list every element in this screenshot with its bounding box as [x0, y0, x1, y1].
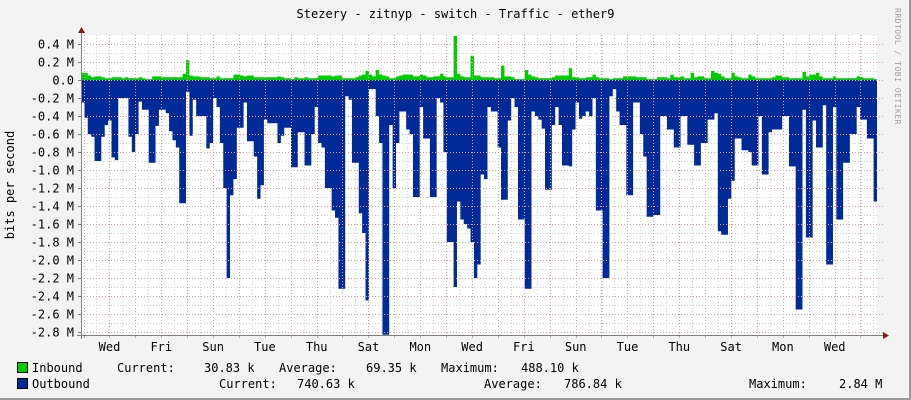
- x-tick-label: Wed: [99, 340, 121, 354]
- x-tick-label: Thu: [306, 340, 328, 354]
- legend-outbound-key: Outbound: [17, 377, 90, 391]
- x-tick-label: Thu: [668, 340, 690, 354]
- inbound-maximum-label: Maximum:: [441, 361, 499, 375]
- outbound-average-value: 786.84 k: [564, 377, 622, 391]
- legend-outbound-label: Outbound: [32, 377, 90, 391]
- y-tick-label: -0.4 M: [31, 110, 74, 124]
- outbound-maximum-label: Maximum:: [749, 377, 807, 391]
- y-tick-label: -2.4 M: [31, 290, 74, 304]
- outbound-area: [81, 80, 877, 335]
- x-tick-label: Mon: [409, 340, 431, 354]
- inbound-average-value: 69.35 k: [366, 361, 417, 375]
- chart-title: Stezery - zitnyp - switch - Traffic - et…: [296, 7, 615, 21]
- outbound-current-label: Current:: [219, 377, 277, 391]
- y-tick-label: -2.2 M: [31, 272, 74, 286]
- y-tick-label: -2.6 M: [31, 308, 74, 322]
- legend-inbound-label: Inbound: [32, 361, 83, 375]
- y-tick-label: 0.0: [52, 74, 74, 88]
- inbound-average-label: Average:: [279, 361, 337, 375]
- x-tick-label: Tue: [617, 340, 639, 354]
- x-tick-label: Sat: [720, 340, 742, 354]
- rrdtool-watermark: RRDTOOL / TOBI OETIKER: [893, 8, 902, 125]
- y-axis-arrow-icon: [78, 27, 85, 33]
- inbound-current-label: Current:: [117, 361, 175, 375]
- y-tick-label: -1.4 M: [31, 200, 74, 214]
- outbound-swatch-icon: [17, 378, 28, 389]
- y-tick-label: 0.2 M: [38, 56, 74, 70]
- y-tick-label: -0.6 M: [31, 128, 74, 142]
- x-axis-arrow-icon: [883, 332, 889, 339]
- inbound-swatch-icon: [17, 362, 28, 373]
- y-tick-label: -2.0 M: [31, 254, 74, 268]
- y-tick-label: -0.8 M: [31, 146, 74, 160]
- x-tick-label: Sun: [565, 340, 587, 354]
- outbound-average-label: Average:: [484, 377, 542, 391]
- y-tick-label: -1.6 M: [31, 218, 74, 232]
- inbound-current-value: 30.83 k: [204, 361, 255, 375]
- x-tick-label: Tue: [254, 340, 276, 354]
- legend-inbound-key: Inbound: [17, 361, 83, 375]
- x-tick-label: Sat: [358, 340, 380, 354]
- x-tick-label: Mon: [772, 340, 794, 354]
- y-tick-label: -2.8 M: [31, 326, 74, 340]
- x-tick-label: Fri: [150, 340, 172, 354]
- x-tick-label: Wed: [824, 340, 846, 354]
- inbound-maximum-value: 488.10 k: [521, 361, 579, 375]
- y-tick-label: 0.4 M: [38, 38, 74, 52]
- outbound-maximum-value: 2.84 M: [839, 377, 883, 391]
- x-tick-label: Fri: [513, 340, 535, 354]
- x-tick-label: Wed: [461, 340, 483, 354]
- y-tick-label: -1.2 M: [31, 182, 74, 196]
- y-tick-label: -1.0 M: [31, 164, 74, 178]
- outbound-current-value: 740.63 k: [297, 377, 355, 391]
- x-tick-label: Sun: [202, 340, 224, 354]
- y-tick-label: -1.8 M: [31, 236, 74, 250]
- y-tick-label: -0.2 M: [31, 92, 74, 106]
